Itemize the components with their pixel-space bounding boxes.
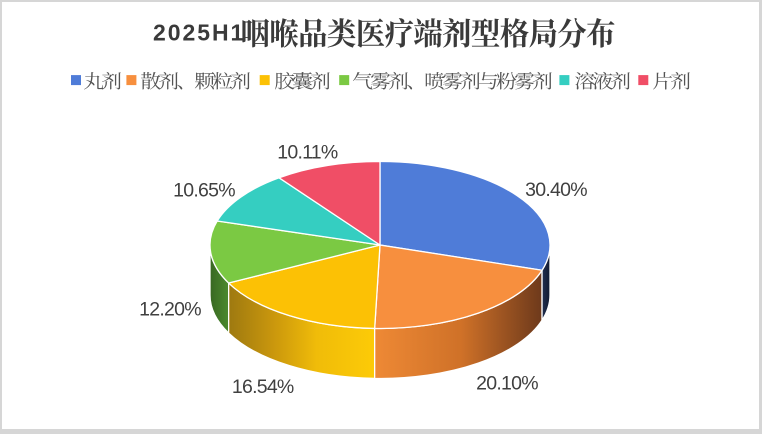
svg-text:30.40%: 30.40% [525,179,587,201]
svg-text:2025H1: 2025H1 [153,20,245,46]
svg-text:10.11%: 10.11% [277,141,338,163]
svg-text:16.54%: 16.54% [232,376,294,398]
svg-text:10.65%: 10.65% [173,179,235,201]
svg-text:12.20%: 12.20% [139,299,201,321]
svg-text:20.10%: 20.10% [476,372,538,394]
